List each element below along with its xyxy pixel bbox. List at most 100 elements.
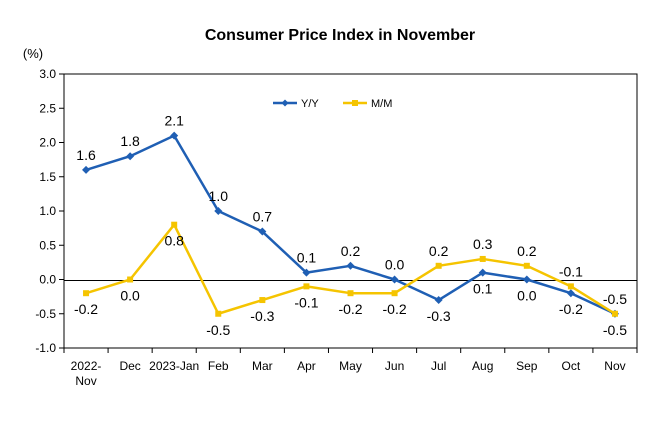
x-tick-label: 2022-Nov [71, 359, 102, 388]
x-tick-label: Oct [562, 359, 581, 373]
data-label: 0.0 [385, 257, 405, 273]
data-label: -0.2 [74, 301, 98, 317]
data-label: 0.7 [253, 209, 273, 225]
legend-label: M/M [371, 98, 392, 110]
data-point [127, 276, 134, 283]
y-axis: -1.0 -0.5 0.0 0.5 1.0 1.5 2.0 2.5 3.0 [35, 67, 64, 355]
x-tick-label-line: May [339, 359, 362, 373]
data-label: -0.3 [250, 308, 274, 324]
y-tick-label: 0.5 [39, 238, 56, 252]
data-point [215, 310, 222, 317]
data-label: -0.2 [383, 301, 407, 317]
series-layer: 1.61.82.11.00.70.1 0.20.0-0.30.1 0.0-0.2-0… [74, 113, 627, 338]
y-tick-label: 3.0 [39, 67, 56, 81]
data-point [390, 275, 399, 284]
data-label: 0.0 [120, 288, 140, 304]
x-tick-label-line: Nov [75, 374, 96, 388]
x-tick-label-line: Jun [385, 359, 404, 373]
series-m-m: -0.2 0.0 0.8 -0.5 -0.3 -0.1 -0.2 -0.2 0.2 0.3 0.2 -… [74, 221, 627, 338]
x-tick-label-line: Sep [516, 359, 538, 373]
chart-title: Consumer Price Index in November [205, 27, 475, 44]
legend-label: Y/Y [301, 98, 319, 110]
data-point [303, 283, 310, 290]
data-point [126, 152, 135, 161]
x-tick-label: Feb [208, 359, 229, 373]
x-tick-label-line: Nov [604, 359, 625, 373]
y-axis-unit: (%) [23, 46, 43, 61]
data-label: 0.2 [429, 243, 449, 259]
data-label: -0.1 [294, 294, 318, 310]
data-point [346, 261, 355, 270]
data-label: 2.1 [164, 113, 184, 129]
x-tick-label: Sep [516, 359, 538, 373]
data-label: -0.1 [559, 263, 583, 279]
data-label: -0.2 [338, 301, 362, 317]
data-point [259, 297, 266, 304]
y-tick-label: 2.5 [39, 101, 56, 115]
x-tick-label-line: Oct [562, 359, 581, 373]
y-tick-label: -1.0 [35, 341, 56, 355]
x-tick-label: Nov [604, 359, 625, 373]
data-label: 1.0 [209, 188, 229, 204]
data-point [611, 310, 618, 317]
data-label: 0.3 [473, 236, 493, 252]
x-tick-label: Dec [119, 359, 140, 373]
data-label: 0.2 [517, 243, 537, 259]
legend: Y/Y M/M [273, 98, 392, 110]
x-tick-label: Apr [297, 359, 316, 373]
data-label: 0.1 [297, 250, 317, 266]
data-label: 0.0 [517, 288, 537, 304]
legend-item: M/M [343, 98, 392, 110]
legend-item: Y/Y [273, 98, 319, 110]
data-point [523, 262, 530, 269]
data-point [347, 290, 354, 297]
data-point [302, 268, 311, 277]
data-label: 0.8 [164, 233, 184, 249]
data-label: -0.5 [603, 322, 627, 338]
data-label: -0.5 [206, 322, 230, 338]
x-tick-label-line: Apr [297, 359, 316, 373]
data-point [435, 262, 442, 269]
data-point [82, 165, 91, 174]
data-label: 1.8 [120, 133, 140, 149]
legend-swatch-marker [352, 100, 358, 106]
x-tick-label: 2023-Jan [149, 359, 199, 373]
y-tick-label: -0.5 [35, 307, 56, 321]
data-label: 0.1 [473, 281, 493, 297]
data-point [434, 296, 443, 305]
x-tick-label-line: 2022- [71, 359, 102, 373]
data-point [214, 207, 223, 215]
x-tick-label-line: Jul [431, 359, 446, 373]
data-label: 0.2 [341, 243, 361, 259]
x-tick-label-line: Dec [119, 359, 140, 373]
x-tick-label-line: Aug [472, 359, 493, 373]
data-point [258, 227, 267, 236]
data-label: -0.5 [603, 291, 627, 307]
y-tick-label: 0.0 [39, 273, 56, 287]
data-point [478, 268, 487, 277]
legend-swatch-marker [281, 99, 289, 107]
x-tick-label-line: 2023-Jan [149, 359, 199, 373]
series-y-y: 1.61.82.11.00.70.1 0.20.0-0.30.1 0.0-0.2-0… [76, 113, 627, 338]
x-tick-label: Jun [385, 359, 404, 373]
data-point [170, 131, 179, 140]
data-label: 1.6 [76, 147, 96, 163]
x-tick-label: May [339, 359, 362, 373]
y-tick-label: 2.0 [39, 136, 56, 150]
y-tick-label: 1.5 [39, 170, 56, 184]
x-tick-label-line: Feb [208, 359, 229, 373]
data-point [391, 290, 398, 297]
data-point [566, 289, 575, 298]
x-tick-label: Jul [431, 359, 446, 373]
data-label: -0.3 [427, 308, 451, 324]
data-point [522, 275, 531, 284]
data-point [171, 221, 178, 228]
x-tick-label: Mar [252, 359, 273, 373]
x-tick-label: Aug [472, 359, 493, 373]
data-point [83, 290, 90, 297]
data-point [479, 255, 486, 262]
data-label: -0.2 [559, 301, 583, 317]
data-point [567, 283, 574, 290]
